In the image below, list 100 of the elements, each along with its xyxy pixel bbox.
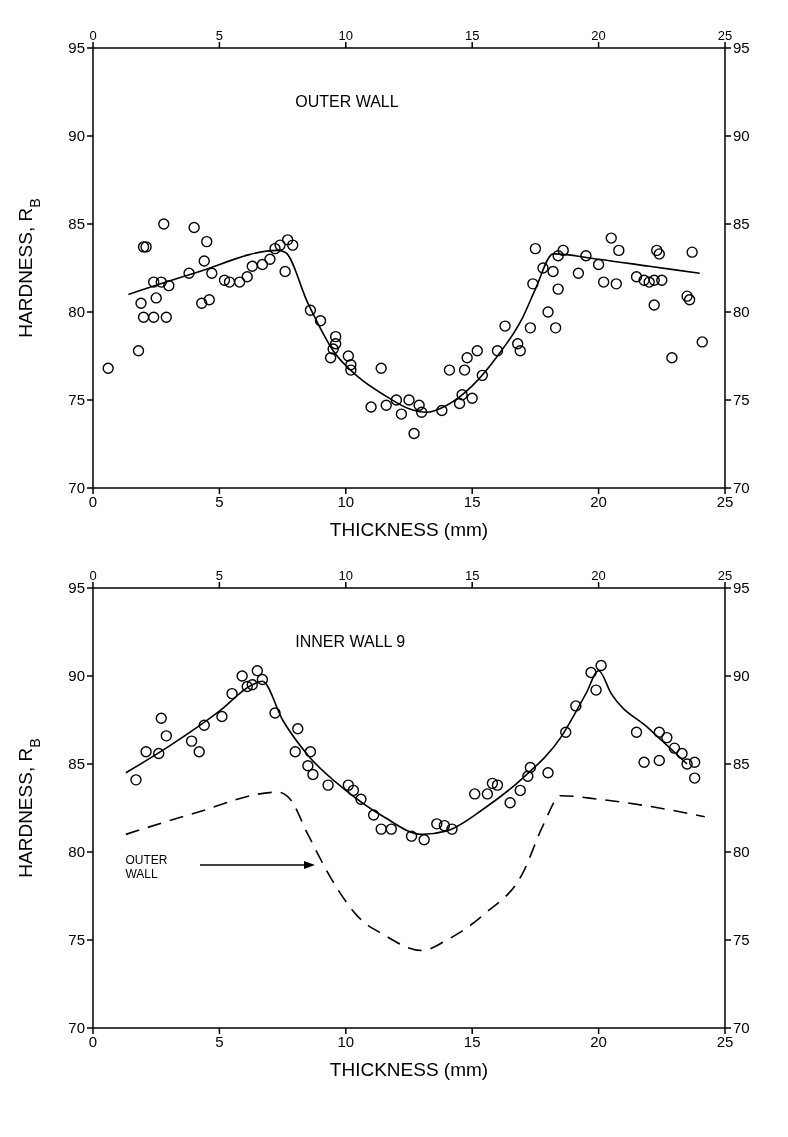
y2-tick-label: 95	[733, 579, 750, 597]
point	[304, 745, 317, 758]
y2-tick-label: 80	[733, 843, 750, 861]
point	[185, 735, 198, 747]
point	[431, 818, 443, 830]
point	[375, 823, 387, 835]
point	[522, 770, 534, 783]
point	[668, 742, 681, 754]
x2-tick-label: 5	[215, 568, 224, 583]
point	[405, 830, 418, 842]
point	[504, 797, 516, 809]
point	[302, 760, 314, 772]
point	[246, 679, 258, 691]
point	[688, 756, 701, 768]
x2-tick-label: 10	[338, 28, 354, 43]
x-tick-label: 15	[463, 1032, 481, 1050]
point	[661, 731, 673, 744]
point	[676, 747, 688, 760]
point	[289, 745, 301, 758]
x2-tick-label: 0	[89, 568, 97, 583]
annotation: OUTER WALL	[125, 853, 169, 882]
y-tick-label: 70	[68, 479, 85, 497]
x-axis-title: THICKNESS (mm)	[329, 519, 489, 540]
y-tick-label: 85	[68, 755, 85, 773]
point	[256, 673, 269, 686]
point	[292, 723, 304, 735]
point	[418, 833, 430, 846]
y2-tick-label: 90	[733, 667, 750, 685]
point	[140, 745, 152, 758]
point	[385, 823, 397, 835]
point	[251, 665, 264, 677]
point	[160, 730, 173, 742]
y-tick-label: 70	[68, 1019, 85, 1037]
y2-tick-label: 75	[733, 391, 750, 409]
x-tick-label: 20	[590, 1032, 607, 1050]
point	[198, 719, 210, 731]
point	[514, 784, 526, 797]
point	[630, 726, 643, 739]
y2-tick-label: 75	[733, 931, 750, 949]
line-series	[125, 791, 706, 952]
y-tick-label: 95	[68, 39, 85, 57]
point	[269, 707, 281, 719]
x2-tick-label: 25	[717, 28, 733, 43]
point	[653, 726, 665, 739]
x-tick-label: 5	[215, 492, 224, 510]
x2-tick-label: 10	[338, 568, 354, 583]
point	[130, 774, 142, 786]
y2-tick-label: 80	[733, 303, 750, 321]
point	[638, 756, 650, 768]
point	[560, 726, 572, 739]
annotation: OUTER WALL	[295, 93, 399, 111]
x-tick-label: 5	[215, 1032, 224, 1050]
point	[226, 687, 238, 700]
y2-tick-label: 85	[733, 215, 750, 233]
x-tick-label: 0	[88, 1032, 98, 1050]
y2-tick-label: 90	[733, 127, 750, 145]
point	[595, 659, 607, 672]
y-tick-label: 90	[68, 127, 85, 145]
point	[585, 666, 597, 679]
point	[367, 809, 380, 821]
y-tick-label: 80	[68, 303, 85, 321]
point	[681, 758, 693, 770]
x2-tick-label: 15	[464, 28, 480, 43]
point	[542, 767, 554, 779]
x2-tick-label: 20	[591, 568, 606, 583]
point	[236, 670, 248, 682]
annotation: INNER WALL 9	[295, 633, 406, 651]
x2-tick-label: 15	[464, 568, 480, 583]
x2-tick-label: 0	[89, 28, 97, 43]
point	[570, 700, 582, 712]
x-tick-label: 10	[337, 492, 355, 510]
y-tick-label: 75	[68, 391, 85, 409]
point	[155, 712, 167, 724]
point	[216, 710, 228, 723]
point	[446, 823, 458, 835]
x-tick-label: 0	[88, 492, 98, 510]
y-tick-label: 95	[68, 579, 85, 597]
y-tick-label: 80	[68, 843, 85, 861]
y-tick-label: 90	[68, 667, 85, 685]
point	[438, 819, 451, 832]
x2-tick-label: 5	[215, 28, 224, 43]
x2-tick-label: 25	[717, 568, 733, 583]
point	[153, 747, 165, 760]
y-tick-label: 85	[68, 215, 85, 233]
point	[688, 772, 701, 784]
point	[347, 784, 360, 797]
point	[193, 745, 205, 758]
point	[481, 788, 494, 800]
point	[355, 793, 367, 805]
point	[342, 779, 355, 791]
x2-tick-label: 20	[591, 28, 606, 43]
point	[524, 761, 537, 774]
y2-tick-label: 85	[733, 755, 750, 773]
point	[469, 788, 481, 800]
point	[590, 684, 602, 696]
point	[322, 779, 334, 791]
point	[486, 777, 499, 790]
x-tick-label: 25	[716, 1032, 734, 1050]
x-tick-label: 15	[463, 492, 481, 510]
point	[241, 680, 253, 693]
